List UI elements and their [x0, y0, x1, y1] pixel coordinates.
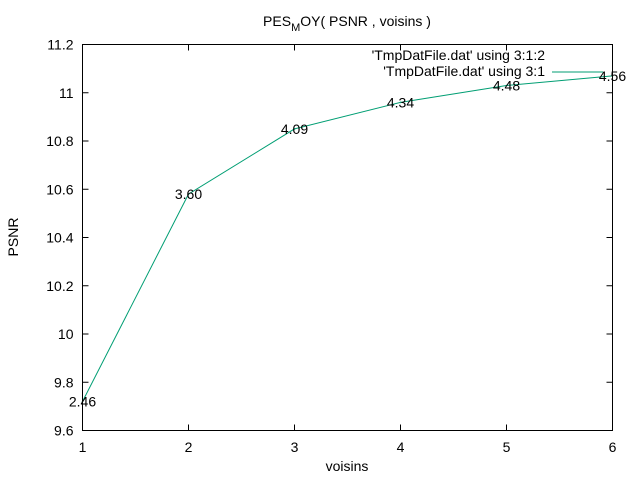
point-label: 4.34 — [387, 94, 414, 110]
point-label: 4.48 — [493, 78, 520, 94]
y-tick-label: 10 — [58, 326, 74, 342]
series-point — [293, 128, 296, 130]
x-tick-label: 3 — [291, 439, 299, 455]
series-point — [399, 101, 402, 104]
chart-title: PESMOY( PSNR , voisins ) — [263, 13, 431, 34]
y-tick-label: 10.2 — [46, 278, 73, 294]
legend: 'TmpDatFile.dat' using 3:1:2'TmpDatFile.… — [372, 47, 603, 79]
series-line — [82, 75, 613, 402]
x-tick-label: 2 — [185, 439, 193, 455]
y-tick-label: 11 — [59, 85, 74, 101]
x-tick-label: 6 — [609, 439, 617, 455]
chart-title-subscript: M — [291, 22, 300, 34]
point-label: 3.60 — [175, 186, 202, 202]
point-label: 4.09 — [281, 121, 308, 137]
series-point — [187, 193, 190, 195]
plot-frame — [82, 44, 613, 431]
x-tick-label: 1 — [79, 439, 87, 455]
y-tick-label: 11.2 — [47, 37, 73, 53]
y-tick-label: 9.8 — [54, 374, 74, 390]
x-tick-label: 4 — [397, 439, 405, 455]
ticks-layer: 9.6 9.8 10 10.2 10.4 10.6 10.8 11 11.2 1 2 3 4 5 6 — [46, 37, 616, 456]
legend-entry-line: 'TmpDatFile.dat' using 3:1 — [383, 63, 545, 79]
y-tick-label: 10.4 — [46, 230, 73, 246]
x-axis-label: voisins — [326, 458, 369, 474]
y-tick-label: 9.6 — [54, 423, 74, 439]
y-axis-label: PSNR — [5, 218, 21, 257]
chart-title-rest: OY( PSNR , voisins ) — [300, 13, 431, 29]
series-point — [505, 84, 508, 87]
x-tick-label: 5 — [503, 439, 511, 455]
y-tick-label: 10.8 — [46, 133, 73, 149]
chart-title-main: PES — [263, 13, 291, 29]
legend-entry-labels: 'TmpDatFile.dat' using 3:1:2 — [372, 47, 546, 63]
y-tick-label: 10.6 — [46, 181, 73, 197]
